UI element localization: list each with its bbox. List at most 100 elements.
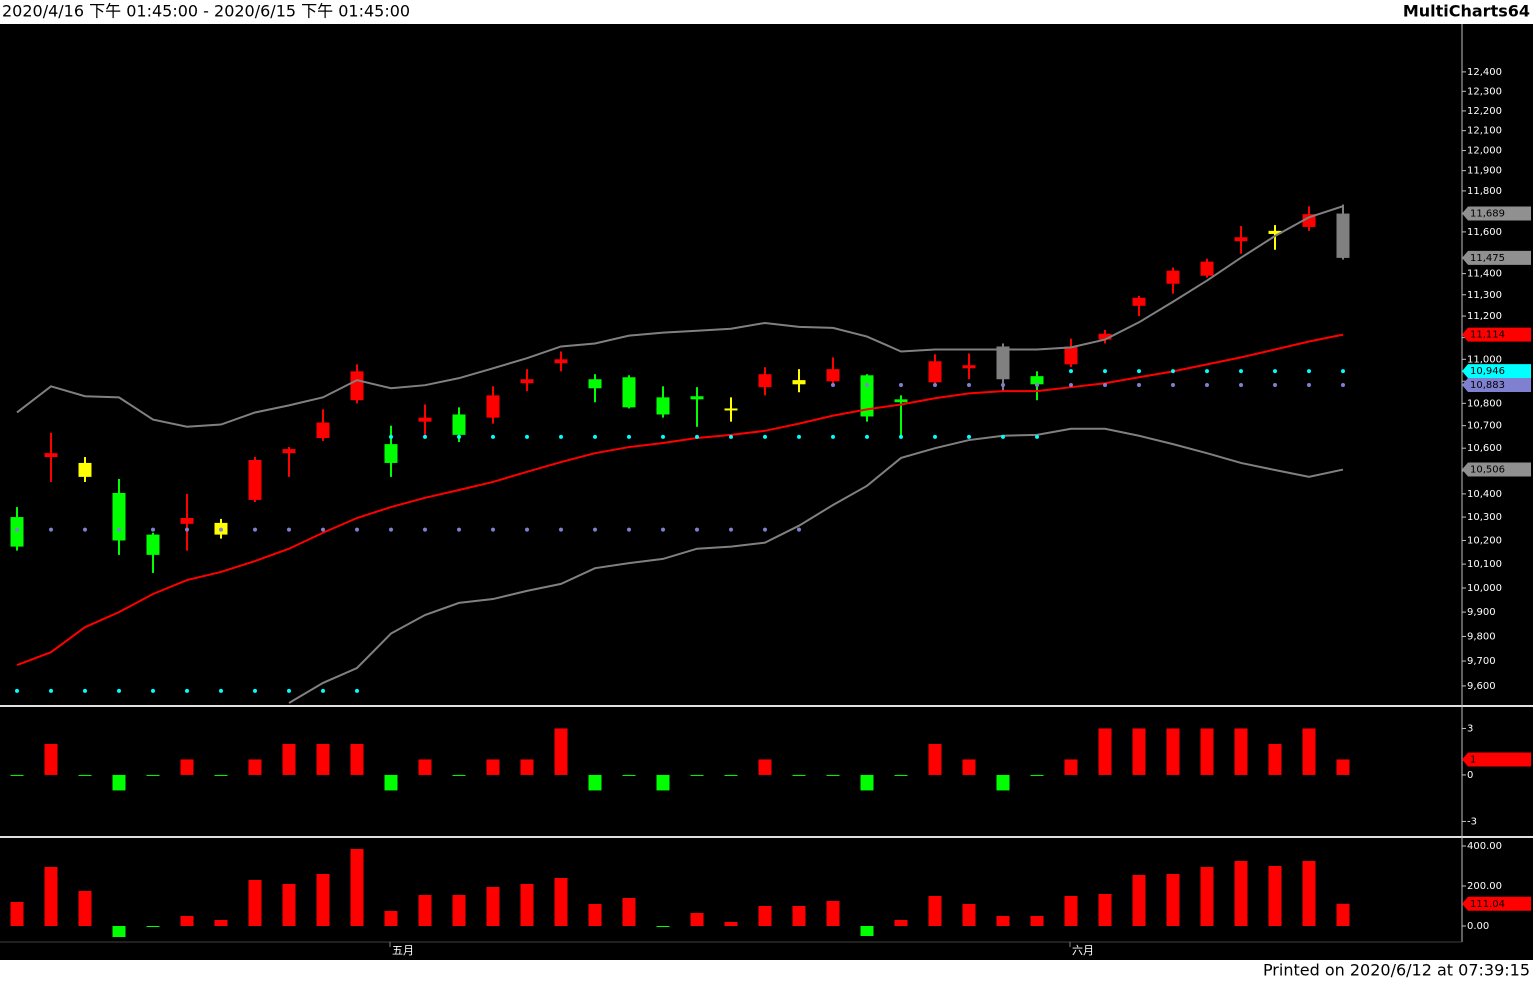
- last-value-label: 11,689: [1470, 209, 1505, 220]
- candle-body: [1166, 270, 1180, 284]
- histogram-bar: [588, 904, 602, 926]
- indicator-dot: [1171, 382, 1175, 387]
- indicator-dot: [355, 688, 359, 693]
- indicator-dot: [559, 434, 563, 439]
- candle-body: [282, 449, 296, 454]
- indicator-dot: [763, 527, 767, 532]
- candle-body: [554, 359, 568, 364]
- last-value-box: [1462, 250, 1531, 265]
- histogram-bar: [282, 884, 296, 926]
- histogram-bar: [826, 774, 840, 776]
- histogram-bar: [10, 774, 24, 776]
- indicator-dot: [151, 527, 155, 532]
- indicator-dot: [151, 688, 155, 693]
- histogram-bar: [486, 759, 500, 775]
- indicator-dot: [831, 382, 835, 387]
- printed-note: Printed on 2020/6/12 at 07:39:15: [1263, 961, 1530, 980]
- candle-body: [1302, 214, 1316, 227]
- y-tick-label: 11,000: [1467, 354, 1502, 365]
- indicator-dot: [593, 434, 597, 439]
- histogram-bar: [1268, 743, 1282, 775]
- indicator-dot: [219, 688, 223, 693]
- histogram-bar: [1166, 874, 1180, 926]
- indicator-dot: [389, 434, 393, 439]
- histogram-bar: [554, 728, 568, 775]
- y-tick-label: 12,000: [1467, 146, 1502, 157]
- histogram-bar: [1166, 728, 1180, 775]
- candle-body: [1030, 376, 1044, 385]
- histogram-bar: [350, 849, 364, 926]
- histogram-bar: [656, 774, 670, 791]
- indicator-dot: [865, 434, 869, 439]
- histogram-bar: [1064, 896, 1078, 926]
- indicator-dot: [321, 527, 325, 532]
- indicator-dot: [457, 527, 461, 532]
- histogram-bar: [724, 922, 738, 926]
- histogram-bar: [180, 916, 194, 926]
- last-value-box: [1462, 896, 1531, 911]
- histogram-bar: [1200, 728, 1214, 775]
- y-tick-label: 11,900: [1467, 166, 1502, 177]
- histogram-bar: [1030, 916, 1044, 926]
- histogram-bar: [1030, 774, 1044, 776]
- last-value-label: 11,475: [1470, 253, 1505, 264]
- histogram-bar: [656, 926, 670, 927]
- indicator-dot: [831, 434, 835, 439]
- indicator-dot: [797, 527, 801, 532]
- indicator-dot: [1137, 369, 1141, 374]
- indicator-dot: [661, 434, 665, 439]
- y-tick-label: 10,300: [1467, 512, 1502, 523]
- candle-body: [44, 453, 58, 458]
- last-value-label: 111.04: [1470, 899, 1505, 910]
- y-tick-label: 10,100: [1467, 559, 1502, 570]
- candle-body: [112, 492, 126, 541]
- histogram-bar: [554, 878, 568, 926]
- y-tick-label: 200.00: [1467, 881, 1502, 892]
- y-tick-label: 9,700: [1467, 656, 1496, 667]
- y-tick-label: 12,300: [1467, 86, 1502, 97]
- candle-body: [622, 377, 636, 408]
- histogram-bar: [1132, 875, 1146, 926]
- indicator-dot: [1069, 369, 1073, 374]
- candle-body: [1132, 297, 1146, 306]
- histogram-bar: [758, 906, 772, 926]
- indicator-dot: [491, 434, 495, 439]
- indicator-dot: [423, 434, 427, 439]
- indicator-dot: [1341, 382, 1345, 387]
- indicator-dot: [1239, 369, 1243, 374]
- candle-body: [1234, 237, 1248, 242]
- histogram-bar: [1098, 894, 1112, 926]
- indicator-dot: [49, 527, 53, 532]
- indicator-dot: [185, 688, 189, 693]
- indicator-dot: [83, 688, 87, 693]
- y-tick-label: 10,400: [1467, 489, 1502, 500]
- plot-background: [0, 24, 1533, 960]
- histogram-bar: [146, 774, 160, 776]
- indicator-dot: [355, 527, 359, 532]
- histogram-bar: [384, 911, 398, 926]
- histogram-bar: [826, 901, 840, 926]
- candle-body: [10, 517, 24, 547]
- indicator-dot: [967, 434, 971, 439]
- y-tick-label: 11,200: [1467, 311, 1502, 322]
- candle-body: [1098, 333, 1112, 340]
- indicator-dot: [797, 434, 801, 439]
- histogram-bar: [10, 902, 24, 926]
- last-value-box: [1462, 206, 1531, 221]
- brand: MultiCharts64: [1403, 2, 1530, 21]
- indicator-dot: [185, 527, 189, 532]
- histogram-bar: [248, 759, 262, 775]
- indicator-dot: [1205, 382, 1209, 387]
- histogram-bar: [1268, 866, 1282, 926]
- histogram-bar: [1234, 728, 1248, 775]
- indicator-dot: [729, 434, 733, 439]
- candle-body: [690, 396, 704, 400]
- candle-body: [180, 518, 194, 524]
- last-value-label: 10,506: [1470, 465, 1505, 476]
- y-tick-label: 10,200: [1467, 535, 1502, 546]
- indicator-dot: [1205, 369, 1209, 374]
- indicator-dot: [287, 527, 291, 532]
- histogram-bar: [214, 920, 228, 926]
- date-range: 2020/4/16 下午 01:45:00 - 2020/6/15 下午 01:…: [2, 2, 410, 21]
